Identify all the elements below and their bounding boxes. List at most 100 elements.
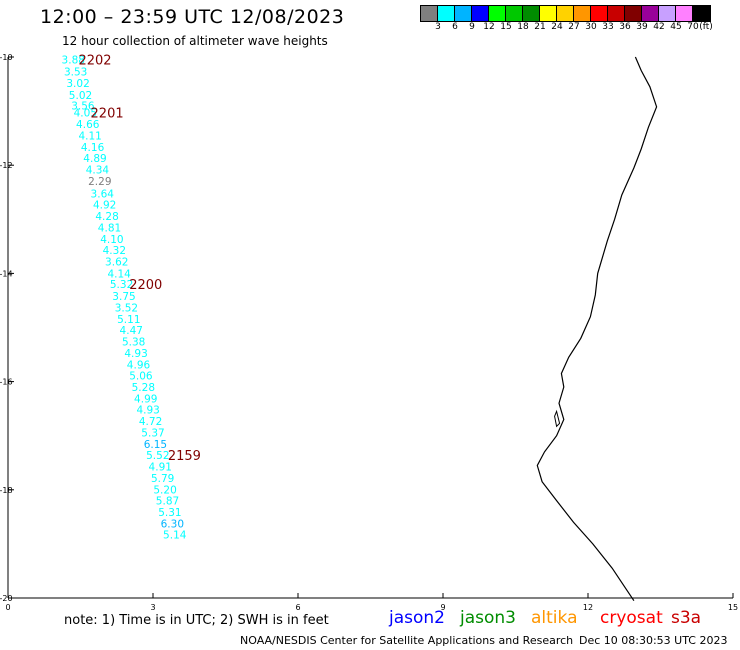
color-swatch — [557, 6, 574, 21]
color-swatch — [659, 6, 676, 21]
data-point-label: 5.06 — [129, 371, 153, 383]
data-point-label: 5.37 — [141, 427, 164, 439]
coastline — [536, 56, 658, 602]
color-scale-label: 6 — [452, 22, 458, 32]
data-point-label: 4.28 — [95, 211, 118, 223]
data-point-label: 4.16 — [81, 142, 105, 154]
page-title: 12:00 – 23:59 UTC 12/08/2023 — [40, 6, 345, 28]
color-swatch — [506, 6, 523, 21]
y-tick-label: -12 — [0, 161, 13, 170]
color-scale-label: (ft) — [699, 22, 713, 32]
color-scale-label: 45 — [670, 22, 682, 32]
data-point-label: 4.11 — [78, 130, 101, 142]
data-point-label: 5.79 — [151, 473, 174, 485]
data-point-label: 5.31 — [158, 507, 181, 519]
data-point-label: 4.96 — [127, 359, 151, 371]
color-scale-label: 9 — [469, 22, 475, 32]
data-point-label: 3.56 — [71, 101, 95, 113]
data-point-label: 5.11 — [117, 314, 140, 326]
footer-timestamp: Dec 10 08:30:53 UTC 2023 — [579, 634, 728, 647]
data-point-label: 3.52 — [115, 302, 138, 314]
time-label: 2202 — [78, 54, 111, 69]
color-swatch — [625, 6, 642, 21]
legend-entry-cryosat: cryosat — [600, 608, 663, 628]
data-point-label: 6.15 — [144, 439, 167, 451]
color-swatch — [438, 6, 455, 21]
x-tick-label: 9 — [440, 603, 445, 612]
legend-entry-s3a: s3a — [671, 608, 702, 628]
color-swatch — [676, 6, 693, 21]
data-point-label: 4.66 — [76, 119, 100, 131]
data-point-label: 3.75 — [112, 291, 135, 303]
x-tick-label: 12 — [583, 603, 593, 612]
data-point-label: 3.53 — [64, 67, 87, 79]
color-swatch — [455, 6, 472, 21]
y-tick-label: -16 — [0, 378, 13, 387]
legend-entry-jason2: jason2 — [389, 608, 445, 628]
data-point-label: 3.64 — [91, 188, 115, 200]
data-point-label: 4.32 — [103, 245, 126, 257]
data-point-label: 4.93 — [124, 348, 147, 360]
footer: NOAA/NESDIS Center for Satellite Applica… — [240, 634, 727, 647]
data-point-label: 4.10 — [100, 234, 123, 246]
y-tick-label: -10 — [0, 53, 13, 62]
color-swatch — [421, 6, 438, 21]
data-point-label: 6.30 — [161, 518, 184, 530]
color-swatch — [574, 6, 591, 21]
time-label: 2159 — [168, 449, 201, 464]
data-point-label: 4.81 — [98, 222, 121, 234]
color-swatch — [591, 6, 608, 21]
data-point-label: 3.62 — [105, 256, 128, 268]
color-scale-label: 15 — [500, 22, 512, 32]
data-point-label: 5.20 — [153, 484, 176, 496]
data-point-label: 5.02 — [69, 90, 92, 102]
footer-org: NOAA/NESDIS Center for Satellite Applica… — [240, 634, 574, 647]
footnote: note: 1) Time is in UTC; 2) SWH is in fe… — [64, 613, 329, 628]
coastline-island — [554, 409, 561, 428]
data-point-label: 4.92 — [93, 200, 116, 212]
color-swatch — [540, 6, 557, 21]
data-point-label: 2.29 — [88, 176, 111, 188]
color-swatch — [608, 6, 625, 21]
data-point-label: 3.02 — [66, 78, 89, 90]
data-point-label: 4.72 — [139, 416, 162, 428]
color-scale-label: 21 — [534, 22, 546, 32]
color-swatch — [489, 6, 506, 21]
y-tick-label: -14 — [0, 269, 13, 278]
time-label: 2200 — [129, 278, 162, 293]
x-tick-label: 6 — [295, 603, 300, 612]
data-point-label: 5.28 — [132, 382, 155, 394]
color-swatch — [523, 6, 540, 21]
color-scale-label: 27 — [568, 22, 580, 32]
color-scale-label: 30 — [585, 22, 597, 32]
color-scale-bar — [420, 5, 711, 22]
data-point-label: 4.91 — [149, 462, 172, 474]
y-tick-label: -20 — [0, 594, 13, 603]
color-swatch — [693, 6, 710, 21]
color-swatch — [642, 6, 659, 21]
data-point-label: 3.88 — [62, 55, 85, 67]
color-scale-label: 39 — [636, 22, 648, 32]
color-scale-label: 70 — [687, 22, 699, 32]
x-tick-label: 3 — [150, 603, 155, 612]
color-scale-label: 12 — [483, 22, 495, 32]
x-tick-label: 15 — [728, 603, 738, 612]
legend-entry-altika: altika — [531, 608, 578, 628]
legend-entry-jason3: jason3 — [460, 608, 516, 628]
color-scale-label: 36 — [619, 22, 631, 32]
data-point-label: 4.47 — [120, 325, 143, 337]
time-label: 2201 — [91, 107, 124, 122]
color-swatch — [472, 6, 489, 21]
color-scale-label: 33 — [602, 22, 614, 32]
data-point-label: 4.89 — [83, 153, 106, 165]
data-point-label: 4.99 — [134, 393, 157, 405]
data-point-label: 4.14 — [107, 268, 131, 280]
color-scale-label: 3 — [435, 22, 441, 32]
data-point-label: 5.38 — [122, 337, 145, 349]
color-scale-label: 18 — [517, 22, 529, 32]
color-scale-label: 42 — [653, 22, 665, 32]
x-tick-label: 0 — [5, 603, 10, 612]
y-tick-label: -18 — [0, 486, 13, 495]
color-scale-label: 24 — [551, 22, 563, 32]
